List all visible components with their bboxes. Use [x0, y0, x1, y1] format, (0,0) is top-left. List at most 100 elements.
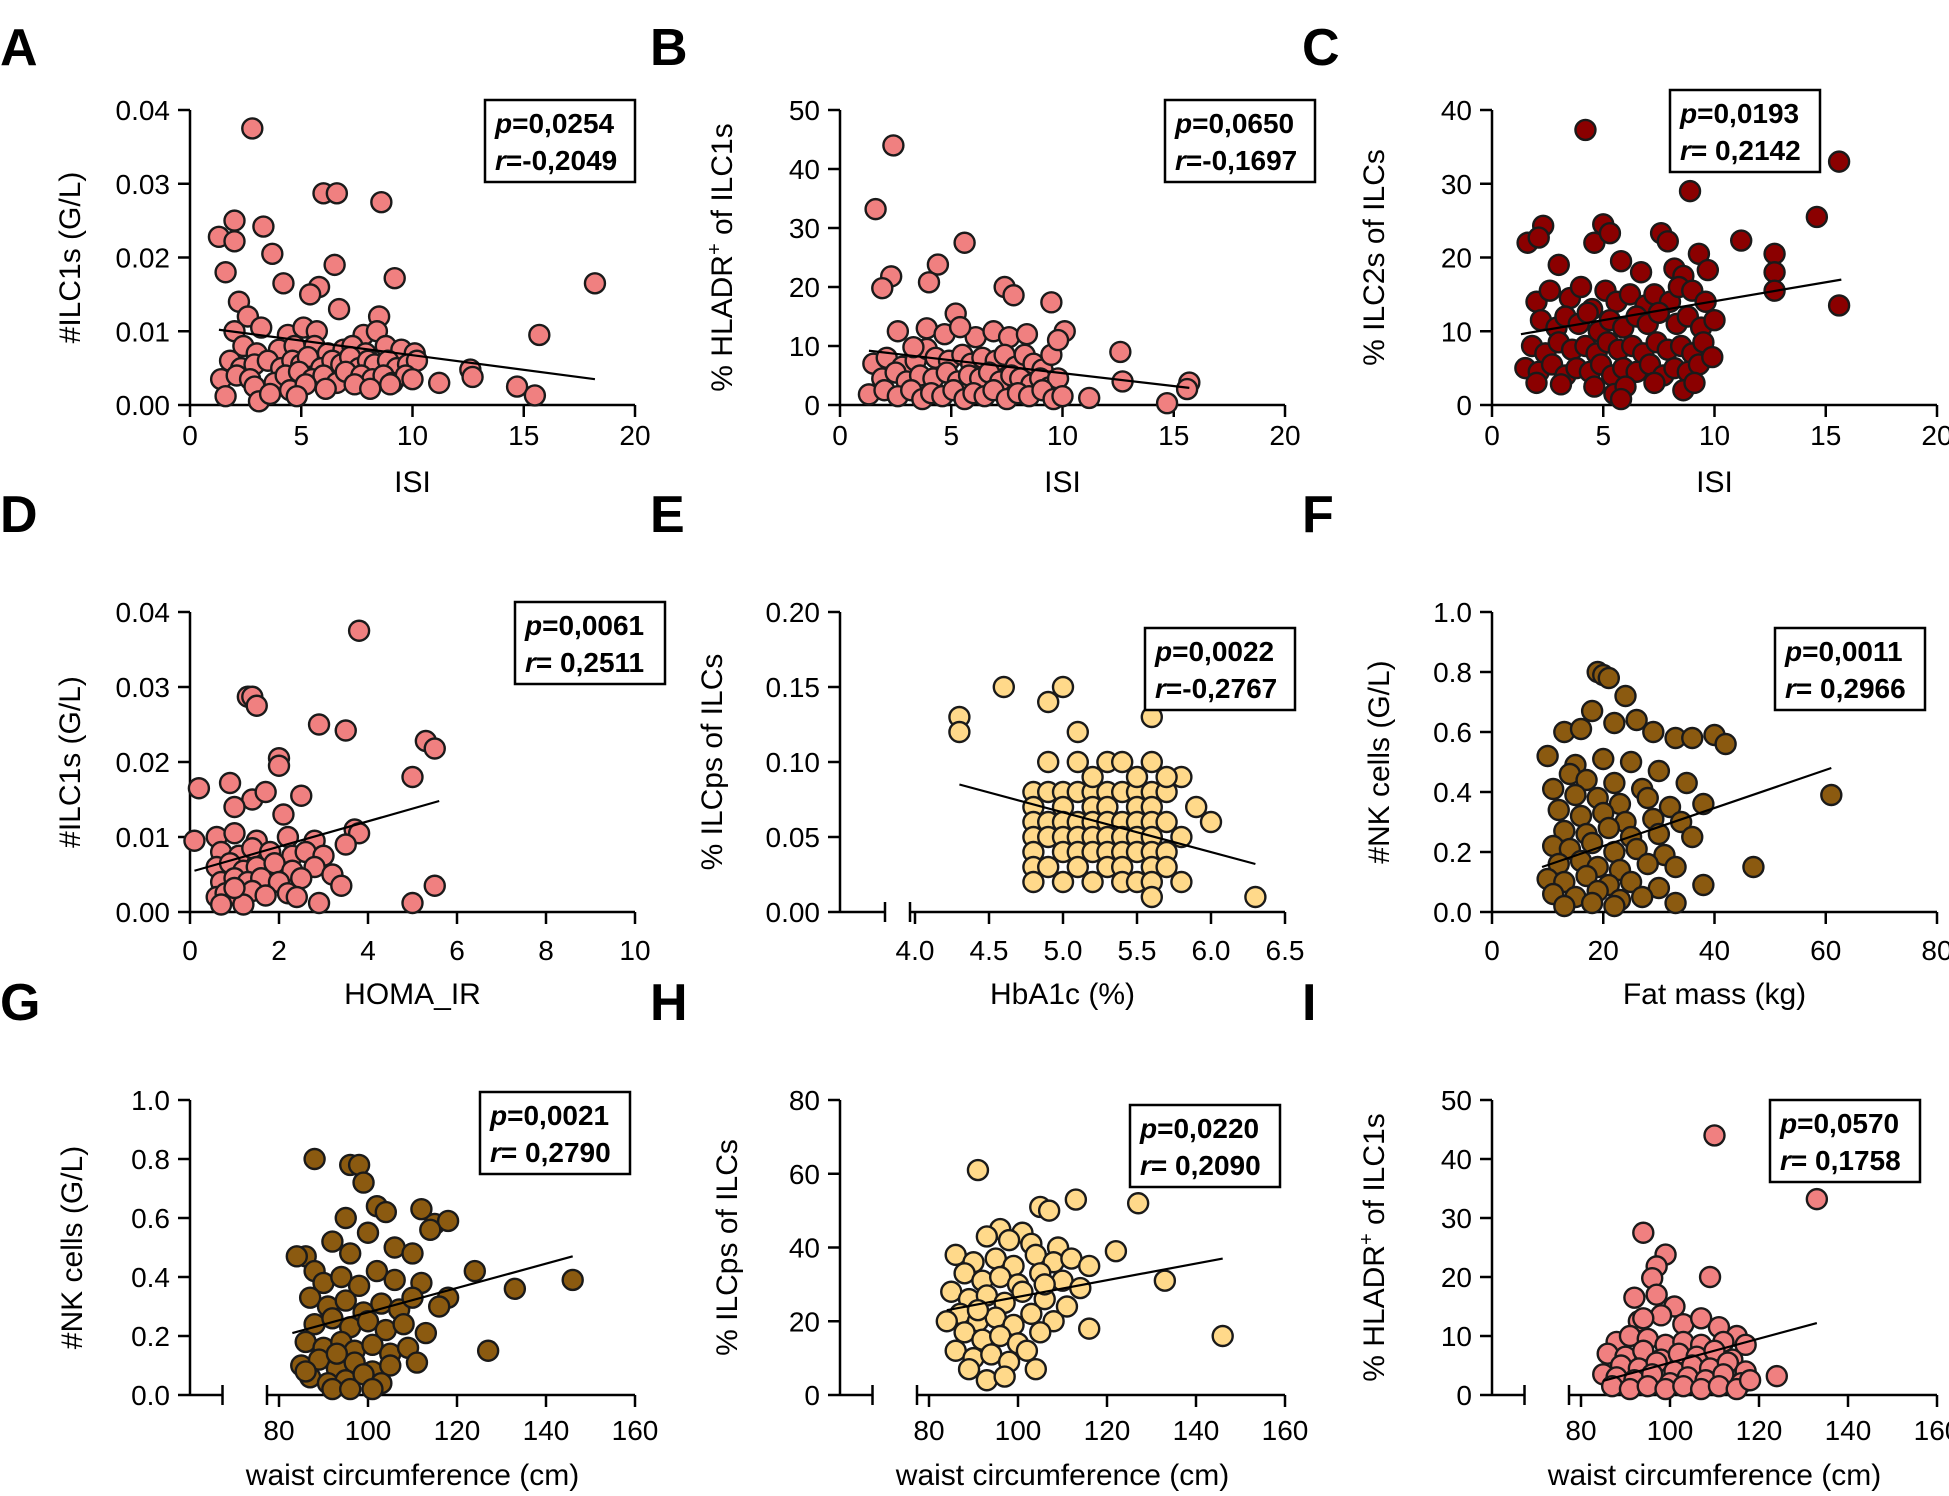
data-point: [1015, 1339, 1039, 1362]
data-point: [1827, 294, 1851, 317]
panel-b: B 0 10 20 30 40 50 0 5 10 15 20 ISI % HLADR+ of ILC1s…: [650, 19, 1317, 499]
y-tick-label: 20: [789, 1306, 820, 1337]
x-axis-label: HOMA_IR: [344, 978, 481, 1011]
r-prefix: r: [495, 145, 508, 176]
p-value-text: p=0,0650: [1174, 108, 1294, 139]
data-point: [1580, 891, 1604, 915]
x-tick-label: 60: [1810, 935, 1841, 966]
data-point: [935, 1310, 958, 1333]
p-prefix: p: [1784, 636, 1802, 667]
regression-line: [1602, 1321, 1818, 1382]
data-point: [298, 1286, 322, 1309]
x-tick-label: 140: [1825, 1415, 1872, 1446]
p-prefix: p: [1154, 636, 1172, 667]
p-prefix: p: [494, 108, 512, 139]
y-tick-label: 50: [1441, 1085, 1472, 1116]
x-tick-label: 120: [434, 1415, 481, 1446]
x-tick-label: 20: [1588, 935, 1619, 966]
y-tick-label: 0.8: [1433, 657, 1472, 688]
x-axis-label: waist circumference (cm): [245, 1459, 579, 1492]
data-point: [1645, 1283, 1668, 1306]
r-value-text: r= 0,2090: [1140, 1150, 1261, 1181]
y-axis-label-sup: +: [704, 243, 726, 255]
data-point: [1104, 1239, 1128, 1263]
y-axis-label-suffix: of ILC1s: [1358, 1113, 1391, 1233]
data-point: [1603, 771, 1626, 795]
y-tick-label: 0.00: [116, 897, 171, 928]
y-tick-label: 0.0: [131, 1380, 170, 1411]
data-point: [214, 384, 237, 408]
panel-label: F: [1302, 486, 1334, 544]
x-tick-label: 5: [943, 420, 959, 451]
stats-box-frame: [1668, 88, 1822, 174]
data-point: [1692, 873, 1715, 897]
data-point: [325, 182, 349, 205]
data-point: [1598, 221, 1622, 245]
data-point: [1603, 711, 1626, 735]
y-axis-label-main: #NK cells (G/L): [1363, 660, 1396, 863]
x-tick-label: 15: [1158, 420, 1189, 451]
data-point: [1081, 870, 1104, 894]
data-point: [303, 1147, 326, 1171]
p-value-text: p=0,0021: [489, 1100, 609, 1131]
data-point: [1820, 783, 1843, 807]
r-prefix: r: [1175, 145, 1188, 176]
x-tick-label: 0: [832, 420, 848, 451]
data-point: [1066, 720, 1090, 744]
data-point: [419, 1218, 442, 1242]
data-point: [383, 1268, 406, 1292]
data-point: [423, 874, 446, 897]
data-point: [1664, 855, 1687, 879]
y-axis-label-sup: +: [1356, 1233, 1378, 1245]
data-point: [1603, 894, 1626, 918]
data-point: [1569, 717, 1593, 741]
data-point: [1636, 852, 1659, 876]
y-tick-label: 0.2: [131, 1321, 170, 1352]
data-point: [258, 382, 282, 406]
x-tick-label: 100: [995, 1415, 1042, 1446]
data-point: [1011, 1280, 1034, 1303]
data-point: [330, 874, 353, 897]
y-tick-label: 0.6: [1433, 717, 1472, 748]
data-point: [1738, 1369, 1762, 1392]
r-value: = 0,2511: [536, 647, 644, 678]
data-point: [1527, 226, 1550, 249]
data-point: [902, 335, 925, 359]
data-point: [1681, 825, 1704, 849]
p-value: =0,0021: [507, 1100, 609, 1131]
data-point: [307, 713, 331, 736]
data-point: [975, 1369, 999, 1392]
data-point: [1536, 744, 1559, 768]
data-point: [1827, 150, 1851, 173]
data-point: [1575, 768, 1598, 792]
data-point: [1002, 284, 1025, 307]
regression-line: [868, 349, 1190, 389]
data-point: [1632, 1221, 1655, 1244]
x-tick-label: 120: [1084, 1415, 1131, 1446]
p-value: =0,0193: [1697, 98, 1799, 129]
data-point: [290, 784, 313, 807]
data-point: [561, 1268, 584, 1292]
panel-label: A: [0, 19, 38, 77]
data-point: [314, 377, 337, 400]
data-point: [1184, 795, 1208, 819]
panel-g: G 0.0 0.2 0.4 0.6 0.8 1.0 80 100 120 140 160 waist c…: [0, 974, 658, 1492]
data-point: [374, 1200, 397, 1224]
data-point: [1538, 279, 1562, 302]
r-prefix: r: [1155, 673, 1168, 704]
data-point: [327, 297, 351, 321]
p-value-text: p=0,0254: [494, 108, 615, 139]
x-tick-label: 80: [263, 1415, 294, 1446]
y-tick-label: 0.15: [766, 672, 821, 703]
y-tick-label: 20: [1441, 1262, 1472, 1293]
data-point: [948, 720, 971, 744]
data-point: [997, 1228, 1021, 1252]
x-axis-label: HbA1c (%): [990, 978, 1135, 1011]
data-point: [285, 384, 308, 408]
data-point: [370, 190, 393, 214]
p-prefix: p: [1174, 108, 1192, 139]
x-tick-label: 80: [913, 1415, 944, 1446]
r-value: =-0,1697: [1186, 145, 1297, 176]
